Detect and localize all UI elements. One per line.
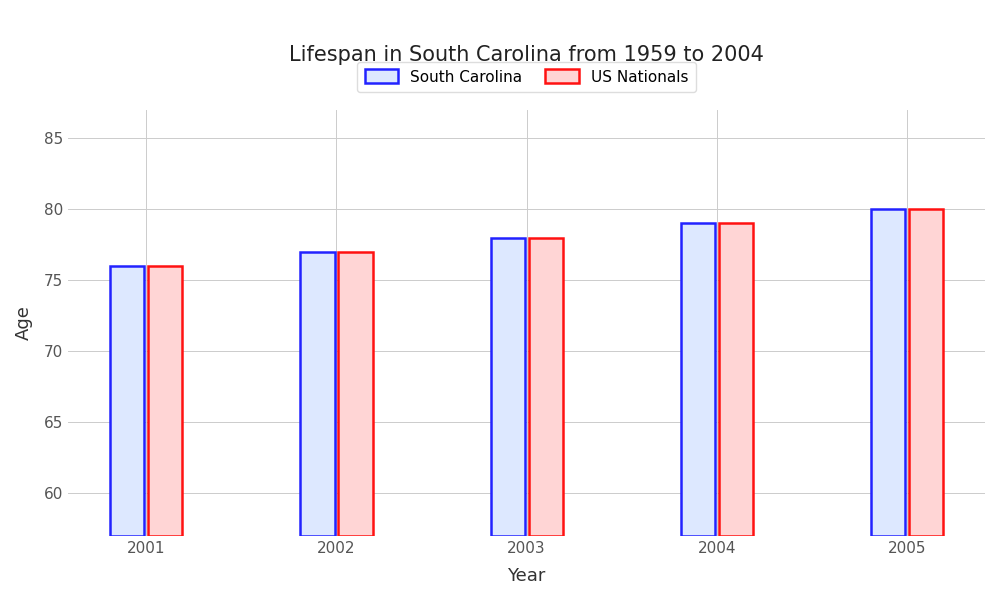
- Bar: [338, 252, 373, 536]
- Bar: [681, 223, 715, 536]
- Bar: [110, 266, 144, 536]
- Bar: [909, 209, 943, 536]
- Bar: [719, 223, 753, 536]
- Title: Lifespan in South Carolina from 1959 to 2004: Lifespan in South Carolina from 1959 to …: [289, 45, 764, 65]
- Y-axis label: Age: Age: [15, 305, 33, 340]
- Bar: [871, 209, 905, 536]
- Bar: [148, 266, 182, 536]
- X-axis label: Year: Year: [507, 567, 546, 585]
- Legend: South Carolina, US Nationals: South Carolina, US Nationals: [357, 62, 696, 92]
- Bar: [491, 238, 525, 536]
- Bar: [529, 238, 563, 536]
- Bar: [300, 252, 335, 536]
